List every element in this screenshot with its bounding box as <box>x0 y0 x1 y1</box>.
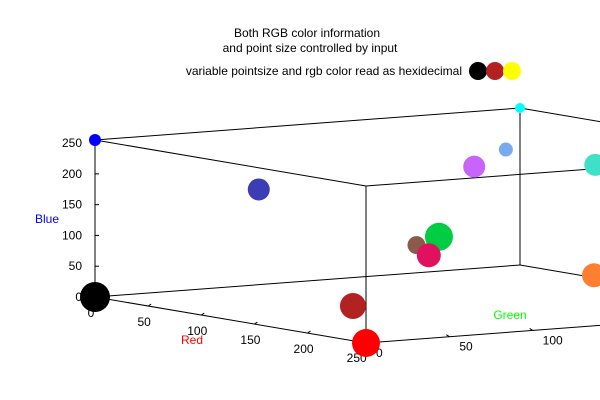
axis-box <box>94 107 600 344</box>
y-tick-label: 100 <box>543 333 563 347</box>
data-points <box>80 103 600 357</box>
y-tick-label: 0 <box>376 346 383 360</box>
box-edge-0 <box>94 296 367 344</box>
x-tick-label: 200 <box>294 342 314 356</box>
data-point <box>582 263 600 288</box>
data-point <box>80 282 110 312</box>
y-tick-mark <box>446 334 450 338</box>
box-edge-7 <box>94 107 521 141</box>
legend-label: variable pointsize and rgb color read as… <box>186 64 462 78</box>
z-tick-label: 50 <box>69 259 83 273</box>
y-axis-label: Green <box>493 308 526 322</box>
chart-title-line-2: and point size controlled by input <box>223 41 398 55</box>
axis-ticks: 0501001502002500501001502002500501001502… <box>62 136 563 365</box>
x-tick-label: 150 <box>240 333 260 347</box>
data-point <box>498 142 513 157</box>
z-tick-label: 150 <box>62 198 82 212</box>
x-tick-mark <box>254 321 258 325</box>
chart-title-line-1: Both RGB color information <box>234 26 380 40</box>
data-point <box>352 329 380 357</box>
z-tick-label: 250 <box>62 136 82 150</box>
x-tick-label: 100 <box>187 324 207 338</box>
x-tick-label: 0 <box>88 306 95 320</box>
data-point <box>463 155 486 178</box>
box-edge-5 <box>365 167 600 187</box>
x-tick-mark <box>307 330 311 334</box>
box-edge-3 <box>94 264 521 298</box>
box-edge-6 <box>519 107 600 123</box>
legend-swatch <box>469 62 487 80</box>
x-tick-label: 50 <box>137 315 151 329</box>
x-tick-mark <box>200 312 205 316</box>
x-tick-mark <box>147 303 152 307</box>
legend-swatches <box>469 62 521 80</box>
z-tick-label: 0 <box>75 290 82 304</box>
data-point <box>515 103 525 113</box>
data-point <box>339 292 366 319</box>
legend-swatch <box>503 62 521 80</box>
y-tick-label: 50 <box>459 340 473 354</box>
legend-swatch <box>486 62 504 80</box>
box-edge-4 <box>94 139 367 187</box>
y-tick-mark <box>529 328 533 331</box>
box-edge-1 <box>365 324 600 344</box>
x-axis-label: Red <box>181 333 203 347</box>
z-tick-label: 200 <box>62 167 82 181</box>
z-tick-label: 100 <box>62 228 82 242</box>
data-point <box>416 243 441 268</box>
data-point <box>247 178 270 201</box>
data-point <box>584 153 600 176</box>
data-point <box>89 134 101 146</box>
box-edge-2 <box>519 264 600 280</box>
z-axis-label: Blue <box>35 212 59 226</box>
